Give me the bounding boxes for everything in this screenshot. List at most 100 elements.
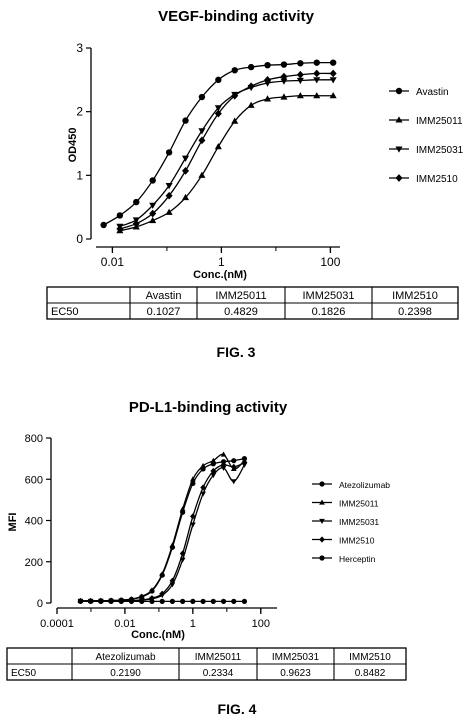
table-value-cell: 0.2190: [110, 668, 141, 679]
data-point-imm2510: [169, 577, 176, 584]
data-point-herceptin: [128, 598, 135, 604]
data-point-imm25031: [329, 77, 337, 84]
x-tick-label: 1: [218, 255, 225, 269]
x-tick-label: 1: [190, 618, 196, 630]
data-point-imm25011: [159, 571, 166, 577]
data-point-imm2510: [214, 109, 222, 118]
chart2-title: PD-L1-binding activity: [129, 399, 288, 416]
data-point-imm2510: [280, 72, 288, 81]
data-point-imm25011: [138, 593, 145, 599]
data-point-imm2510: [116, 224, 124, 233]
y-tick-label: 1: [76, 168, 83, 182]
data-point-imm2510: [231, 91, 239, 100]
table-header-cell: IMM25011: [195, 652, 242, 663]
data-point-imm2510: [313, 69, 321, 78]
legend-label: Herceptin: [339, 554, 376, 564]
chart2-ec50-table: EC50 Atezolizumab 0.2190 IMM25011 0.2334 IMM2…: [6, 647, 407, 681]
chart1-ylabel: OD450: [67, 128, 79, 163]
legend-marker: [395, 174, 403, 182]
data-point-imm2510: [247, 82, 255, 91]
table-header-cell: IMM25031: [272, 652, 320, 663]
chart1-series: [100, 59, 337, 234]
x-tick-label: 0.01: [114, 618, 135, 630]
data-point-herceptin: [231, 598, 237, 604]
data-point-herceptin: [220, 598, 227, 604]
data-point-imm25031: [181, 155, 190, 162]
data-point-imm25031: [149, 202, 157, 209]
data-point-imm25031: [220, 465, 227, 471]
chart1-caption: FIG. 3: [217, 344, 256, 360]
table-header-cell: Avastin: [146, 290, 182, 302]
table-header-cell: IMM2510: [392, 290, 438, 302]
table-value-cell: 0.9623: [280, 668, 311, 679]
chart1-legend: Avastin IMM25011 IMM25031 IMM2510: [389, 87, 464, 185]
data-point-imm2510: [210, 467, 217, 475]
legend-marker: [395, 116, 403, 123]
table-value-cell: 0.8482: [355, 668, 386, 679]
legend-label: IMM2510: [416, 174, 458, 185]
data-point-avastin: [329, 59, 337, 66]
data-point-avastin: [215, 76, 222, 84]
legend-label: IMM25011: [416, 116, 463, 127]
data-point-imm25031: [313, 77, 321, 84]
series-line-imm2510: [80, 462, 245, 602]
data-point-imm25011: [296, 92, 304, 99]
data-point-herceptin: [200, 598, 206, 604]
data-point-herceptin: [108, 598, 114, 604]
y-tick-label: 800: [25, 433, 43, 445]
data-point-imm25011: [264, 95, 272, 102]
legend-marker: [319, 555, 325, 561]
series-line-imm25031: [80, 464, 246, 602]
series-line-imm25011: [119, 95, 334, 232]
table-value-cell: 0.4829: [224, 306, 258, 318]
data-point-imm2510: [296, 70, 304, 79]
data-point-imm2510: [220, 461, 227, 468]
table-value-cell: 0.1027: [147, 306, 181, 318]
data-point-avastin: [100, 221, 107, 229]
data-point-avastin: [165, 149, 173, 156]
data-point-imm2510: [190, 513, 196, 520]
data-point-imm25011: [181, 193, 190, 201]
x-tick-label: 0.0001: [40, 618, 74, 630]
x-tick-label: 100: [320, 255, 340, 269]
chart2-axes: 0 200 400 600 800 0.0001 0.01 1 100: [25, 433, 277, 630]
data-point-avastin: [297, 60, 304, 67]
data-point-avastin: [313, 59, 320, 66]
data-point-imm25031: [210, 473, 217, 479]
y-tick-label: 2: [76, 105, 83, 119]
data-point-herceptin: [159, 598, 165, 604]
table-header-cell: IMM25011: [215, 290, 266, 302]
data-point-imm25011: [247, 101, 255, 108]
data-point-avastin: [231, 67, 238, 74]
chart1-ec50-table: EC50 Avastin 0.1027 IMM25011 0.4829 IMM25031 0…: [46, 286, 459, 320]
data-point-atezolizumab: [231, 458, 237, 464]
data-point-imm25011: [179, 506, 186, 512]
chart1-title: VEGF-binding activity: [158, 8, 315, 25]
data-point-herceptin: [241, 598, 248, 604]
chart2-series: [77, 451, 248, 605]
data-point-imm25011: [190, 476, 196, 482]
chart2-ylabel: MFI: [7, 513, 19, 532]
legend-marker: [319, 536, 325, 543]
legend-marker: [395, 146, 403, 153]
series-line-imm25011: [80, 453, 245, 602]
table-value-cell: EC50: [11, 668, 36, 679]
data-point-imm25011: [165, 208, 173, 215]
table-value-cell: EC50: [51, 306, 79, 318]
data-point-imm2510: [165, 191, 173, 200]
data-point-herceptin: [139, 598, 145, 604]
data-point-imm25011: [149, 216, 157, 224]
data-point-imm2510: [200, 484, 206, 491]
data-point-herceptin: [180, 598, 186, 604]
data-point-herceptin: [98, 598, 104, 604]
data-point-imm25031: [198, 128, 206, 135]
data-point-imm25031: [296, 77, 304, 85]
x-tick-label: 100: [252, 618, 270, 630]
legend-label: IMM25031: [339, 517, 379, 527]
data-point-imm2510: [149, 209, 157, 218]
data-point-imm2510: [230, 463, 237, 470]
chart2-xlabel: Conc.(nM): [131, 629, 185, 641]
legend-label: Avastin: [416, 87, 449, 98]
data-point-imm2510: [149, 595, 155, 602]
